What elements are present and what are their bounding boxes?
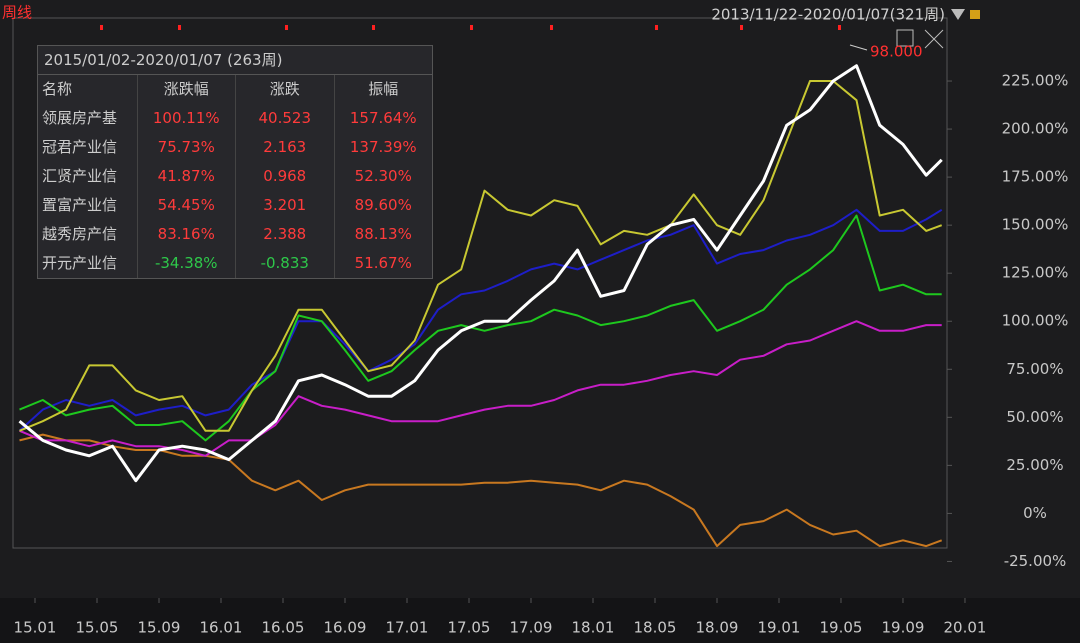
series-line (19, 433, 943, 548)
table-row: 领展房产基 100.11% 40.523 157.64% (38, 104, 432, 133)
cell: 89.60% (354, 196, 412, 214)
series-line (18, 208, 943, 432)
cell: 41.87% (138, 162, 237, 191)
cell: 51.67% (354, 254, 412, 272)
x-tick-label: 15.01 (14, 619, 57, 637)
dropdown-icon[interactable] (951, 9, 965, 20)
table-header: 名称 涨跌幅 涨跌 振幅 (38, 75, 432, 104)
x-tick-label: 18.05 (634, 619, 677, 637)
x-tick-label: 20.01 (944, 619, 987, 637)
cell: 52.30% (354, 167, 412, 185)
lock-icon[interactable] (970, 10, 980, 19)
cell: 40.523 (236, 104, 335, 133)
series-line (18, 64, 943, 483)
cell: 83.16% (138, 220, 237, 249)
x-tick-label: 15.09 (138, 619, 181, 637)
period-label: 周线 (2, 4, 32, 22)
column-header: 涨跌 (236, 75, 335, 104)
cell: 2.163 (236, 133, 335, 162)
table-row: 冠君产业信 75.73% 2.163 137.39% (38, 133, 432, 162)
cell: 75.73% (138, 133, 237, 162)
y-tick-label: 50.00% (1006, 408, 1063, 426)
row-name: 冠君产业信 (38, 133, 138, 162)
row-name: 领展房产基 (38, 104, 138, 133)
x-tick-label: 19.09 (882, 619, 925, 637)
cell: 2.388 (236, 220, 335, 249)
y-tick-label: 0% (1023, 504, 1047, 522)
x-tick-label: 17.05 (448, 619, 491, 637)
table-row: 置富产业信 54.45% 3.201 89.60% (38, 191, 432, 220)
column-header: 名称 (38, 75, 138, 104)
table-row: 汇贤产业信 41.87% 0.968 52.30% (38, 162, 432, 191)
close-icon[interactable] (924, 29, 944, 49)
y-tick-label: 200.00% (1002, 120, 1069, 138)
x-tick-label: 16.01 (200, 619, 243, 637)
row-name: 置富产业信 (38, 191, 138, 220)
y-tick-label: 100.00% (1002, 312, 1069, 330)
x-tick-label: 19.05 (820, 619, 863, 637)
x-tick-label: 17.01 (386, 619, 429, 637)
plot-frame (12, 17, 948, 549)
markers (100, 25, 841, 30)
cell: 137.39% (349, 138, 417, 156)
x-tick-label: 15.05 (76, 619, 119, 637)
cell: -0.833 (236, 249, 335, 278)
y-tick-label: 175.00% (1002, 168, 1069, 186)
annotation-arrow (849, 44, 868, 51)
table-row: 开元产业信 -34.38% -0.833 51.67% (38, 249, 432, 278)
row-name: 越秀房产信 (38, 220, 138, 249)
column-header: 涨跌幅 (138, 75, 237, 104)
table-row: 越秀房产信 83.16% 2.388 88.13% (38, 220, 432, 249)
annotation: 98.000 (870, 43, 923, 61)
cell: 3.201 (236, 191, 335, 220)
x-tick-label: 18.01 (572, 619, 615, 637)
cell: 54.45% (138, 191, 237, 220)
x-tick-label: 17.09 (510, 619, 553, 637)
table-title: 2015/01/02-2020/01/07 (263周) (38, 46, 432, 75)
window-icon[interactable] (896, 29, 914, 47)
cell: 100.11% (138, 104, 237, 133)
row-name: 开元产业信 (38, 249, 138, 278)
column-header: 振幅 (368, 80, 399, 98)
y-tick-label: 75.00% (1006, 360, 1063, 378)
x-tick-label: 16.09 (324, 619, 367, 637)
range-label: 2013/11/22-2020/01/07(321周) (711, 6, 945, 24)
x-tick-label: 19.01 (758, 619, 801, 637)
x-tick-label: 16.05 (262, 619, 305, 637)
cell: -34.38% (138, 249, 237, 278)
x-axis-band (0, 598, 1080, 643)
y-tick-label: 225.00% (1002, 72, 1069, 90)
cell: 157.64% (349, 109, 417, 127)
x-tick-label: 18.09 (696, 619, 739, 637)
y-tick-label: 125.00% (1002, 264, 1069, 282)
y-tick-label: 25.00% (1006, 456, 1063, 474)
y-tick-label: 150.00% (1002, 216, 1069, 234)
stats-table: 2015/01/02-2020/01/07 (263周) 名称 涨跌幅 涨跌 振幅领展房… (37, 45, 433, 279)
y-tick-label: -25.00% (1004, 552, 1067, 570)
series-line (19, 320, 942, 457)
series-line (19, 214, 942, 442)
cell: 0.968 (236, 162, 335, 191)
cell: 88.13% (354, 225, 412, 243)
row-name: 汇贤产业信 (38, 162, 138, 191)
